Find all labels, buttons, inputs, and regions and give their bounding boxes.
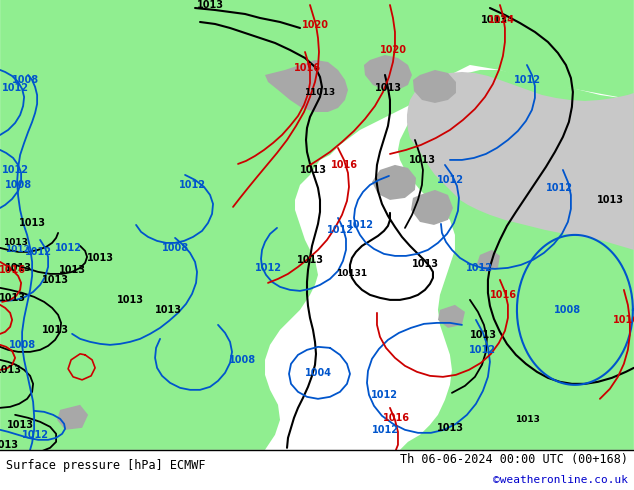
Text: 1013: 1013 (411, 259, 439, 269)
Polygon shape (411, 190, 453, 225)
Text: 1004: 1004 (304, 368, 332, 378)
Text: 1012: 1012 (2, 83, 29, 93)
Polygon shape (265, 60, 348, 112)
Text: 1013: 1013 (470, 330, 498, 340)
Text: ©weatheronline.co.uk: ©weatheronline.co.uk (493, 475, 628, 485)
Text: 1016: 1016 (491, 290, 517, 300)
Text: 11013: 11013 (304, 89, 335, 98)
Text: 1016: 1016 (0, 265, 25, 275)
Text: 1012: 1012 (469, 345, 496, 355)
Text: 1013: 1013 (0, 365, 22, 375)
Text: 1012: 1012 (25, 247, 51, 257)
Text: 1013: 1013 (0, 440, 18, 450)
Text: 1012: 1012 (467, 263, 493, 273)
Text: 1012: 1012 (347, 220, 373, 230)
Text: 1012: 1012 (254, 263, 281, 273)
Polygon shape (310, 0, 634, 250)
Text: Th 06-06-2024 00:00 UTC (00+168): Th 06-06-2024 00:00 UTC (00+168) (399, 453, 628, 466)
Text: 1013: 1013 (597, 195, 624, 205)
Polygon shape (438, 305, 465, 328)
Text: 1008: 1008 (162, 243, 189, 253)
Text: 1012: 1012 (22, 430, 49, 440)
Text: 1012: 1012 (2, 165, 29, 175)
Text: 1012: 1012 (55, 243, 82, 253)
Text: 1012: 1012 (372, 425, 399, 435)
Text: 1012: 1012 (514, 75, 541, 85)
Text: 1013: 1013 (408, 155, 436, 165)
Polygon shape (477, 250, 500, 272)
Text: 1013: 1013 (375, 83, 401, 93)
Text: 1012: 1012 (327, 225, 354, 235)
Polygon shape (364, 55, 412, 90)
Text: 1016: 1016 (382, 413, 410, 423)
Text: 1016: 1016 (330, 160, 358, 170)
Text: 1020: 1020 (302, 20, 328, 30)
Text: 1013: 1013 (481, 15, 508, 25)
Text: 1013: 1013 (299, 165, 327, 175)
Polygon shape (398, 0, 634, 450)
Polygon shape (372, 165, 416, 200)
Text: 1013: 1013 (87, 253, 113, 263)
Text: 1016: 1016 (613, 315, 634, 325)
Text: 1013: 1013 (3, 239, 28, 247)
Text: 1012: 1012 (4, 245, 30, 254)
Text: Surface pressure [hPa] ECMWF: Surface pressure [hPa] ECMWF (6, 460, 206, 472)
Text: 1008: 1008 (11, 75, 39, 85)
Text: 10131: 10131 (337, 270, 368, 278)
Text: 1012: 1012 (436, 175, 463, 185)
Text: 1008: 1008 (4, 180, 32, 190)
Text: 1012: 1012 (179, 180, 205, 190)
Text: 1013: 1013 (18, 218, 46, 228)
Text: 1013: 1013 (117, 295, 143, 305)
Text: 1013: 1013 (4, 263, 32, 273)
Polygon shape (57, 405, 88, 430)
Text: 1020: 1020 (380, 45, 406, 55)
Polygon shape (413, 70, 456, 103)
Text: 1013: 1013 (6, 420, 34, 430)
Text: 1008: 1008 (8, 340, 36, 350)
Text: 1008: 1008 (554, 305, 581, 315)
Text: 1012: 1012 (547, 183, 573, 193)
Text: 1013: 1013 (197, 0, 224, 10)
Text: 1013: 1013 (0, 293, 25, 303)
Text: 1016: 1016 (294, 63, 321, 73)
Text: 1012: 1012 (370, 390, 398, 400)
Polygon shape (0, 0, 634, 450)
Text: 1013: 1013 (515, 416, 540, 424)
Text: 1013: 1013 (42, 275, 68, 285)
Text: 1008: 1008 (228, 355, 256, 365)
Text: 1013: 1013 (436, 423, 463, 433)
Text: 1013: 1013 (297, 255, 323, 265)
Text: 1013: 1013 (58, 265, 86, 275)
Text: 1013: 1013 (42, 325, 68, 335)
Text: 1024: 1024 (488, 15, 515, 25)
Text: 1013: 1013 (155, 305, 181, 315)
